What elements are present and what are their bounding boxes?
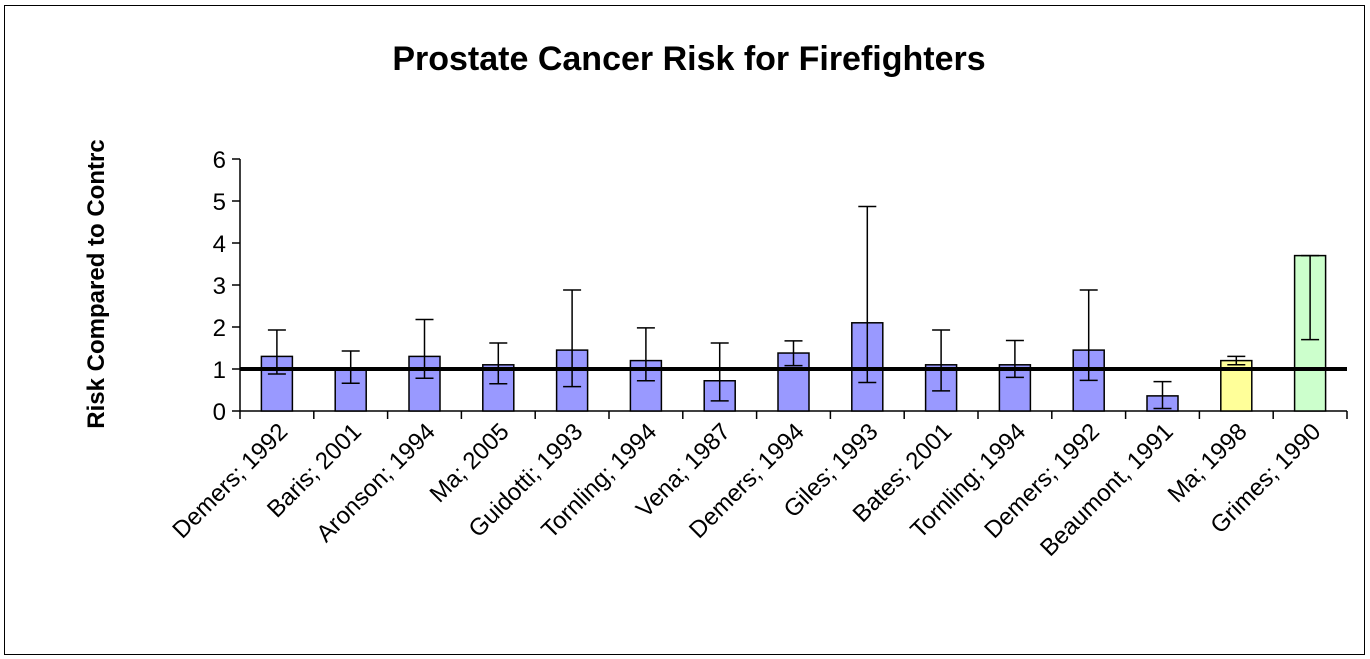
y-tick-label: 2: [213, 315, 226, 342]
chart-frame: [4, 5, 1365, 655]
y-tick-label: 5: [213, 189, 226, 216]
y-tick-label: 6: [213, 147, 226, 174]
y-axis-label: Risk Compared to Contrc: [83, 139, 110, 428]
chart-title: Prostate Cancer Risk for Firefighters: [392, 40, 985, 78]
y-tick-label: 4: [213, 231, 226, 258]
y-tick-label: 1: [213, 357, 226, 384]
x-tick-label: Demers; 1992: [167, 418, 293, 544]
x-tick-label: Beaumont, 1991: [1035, 418, 1179, 562]
y-tick-label: 3: [213, 273, 226, 300]
y-tick-label: 0: [213, 399, 226, 426]
